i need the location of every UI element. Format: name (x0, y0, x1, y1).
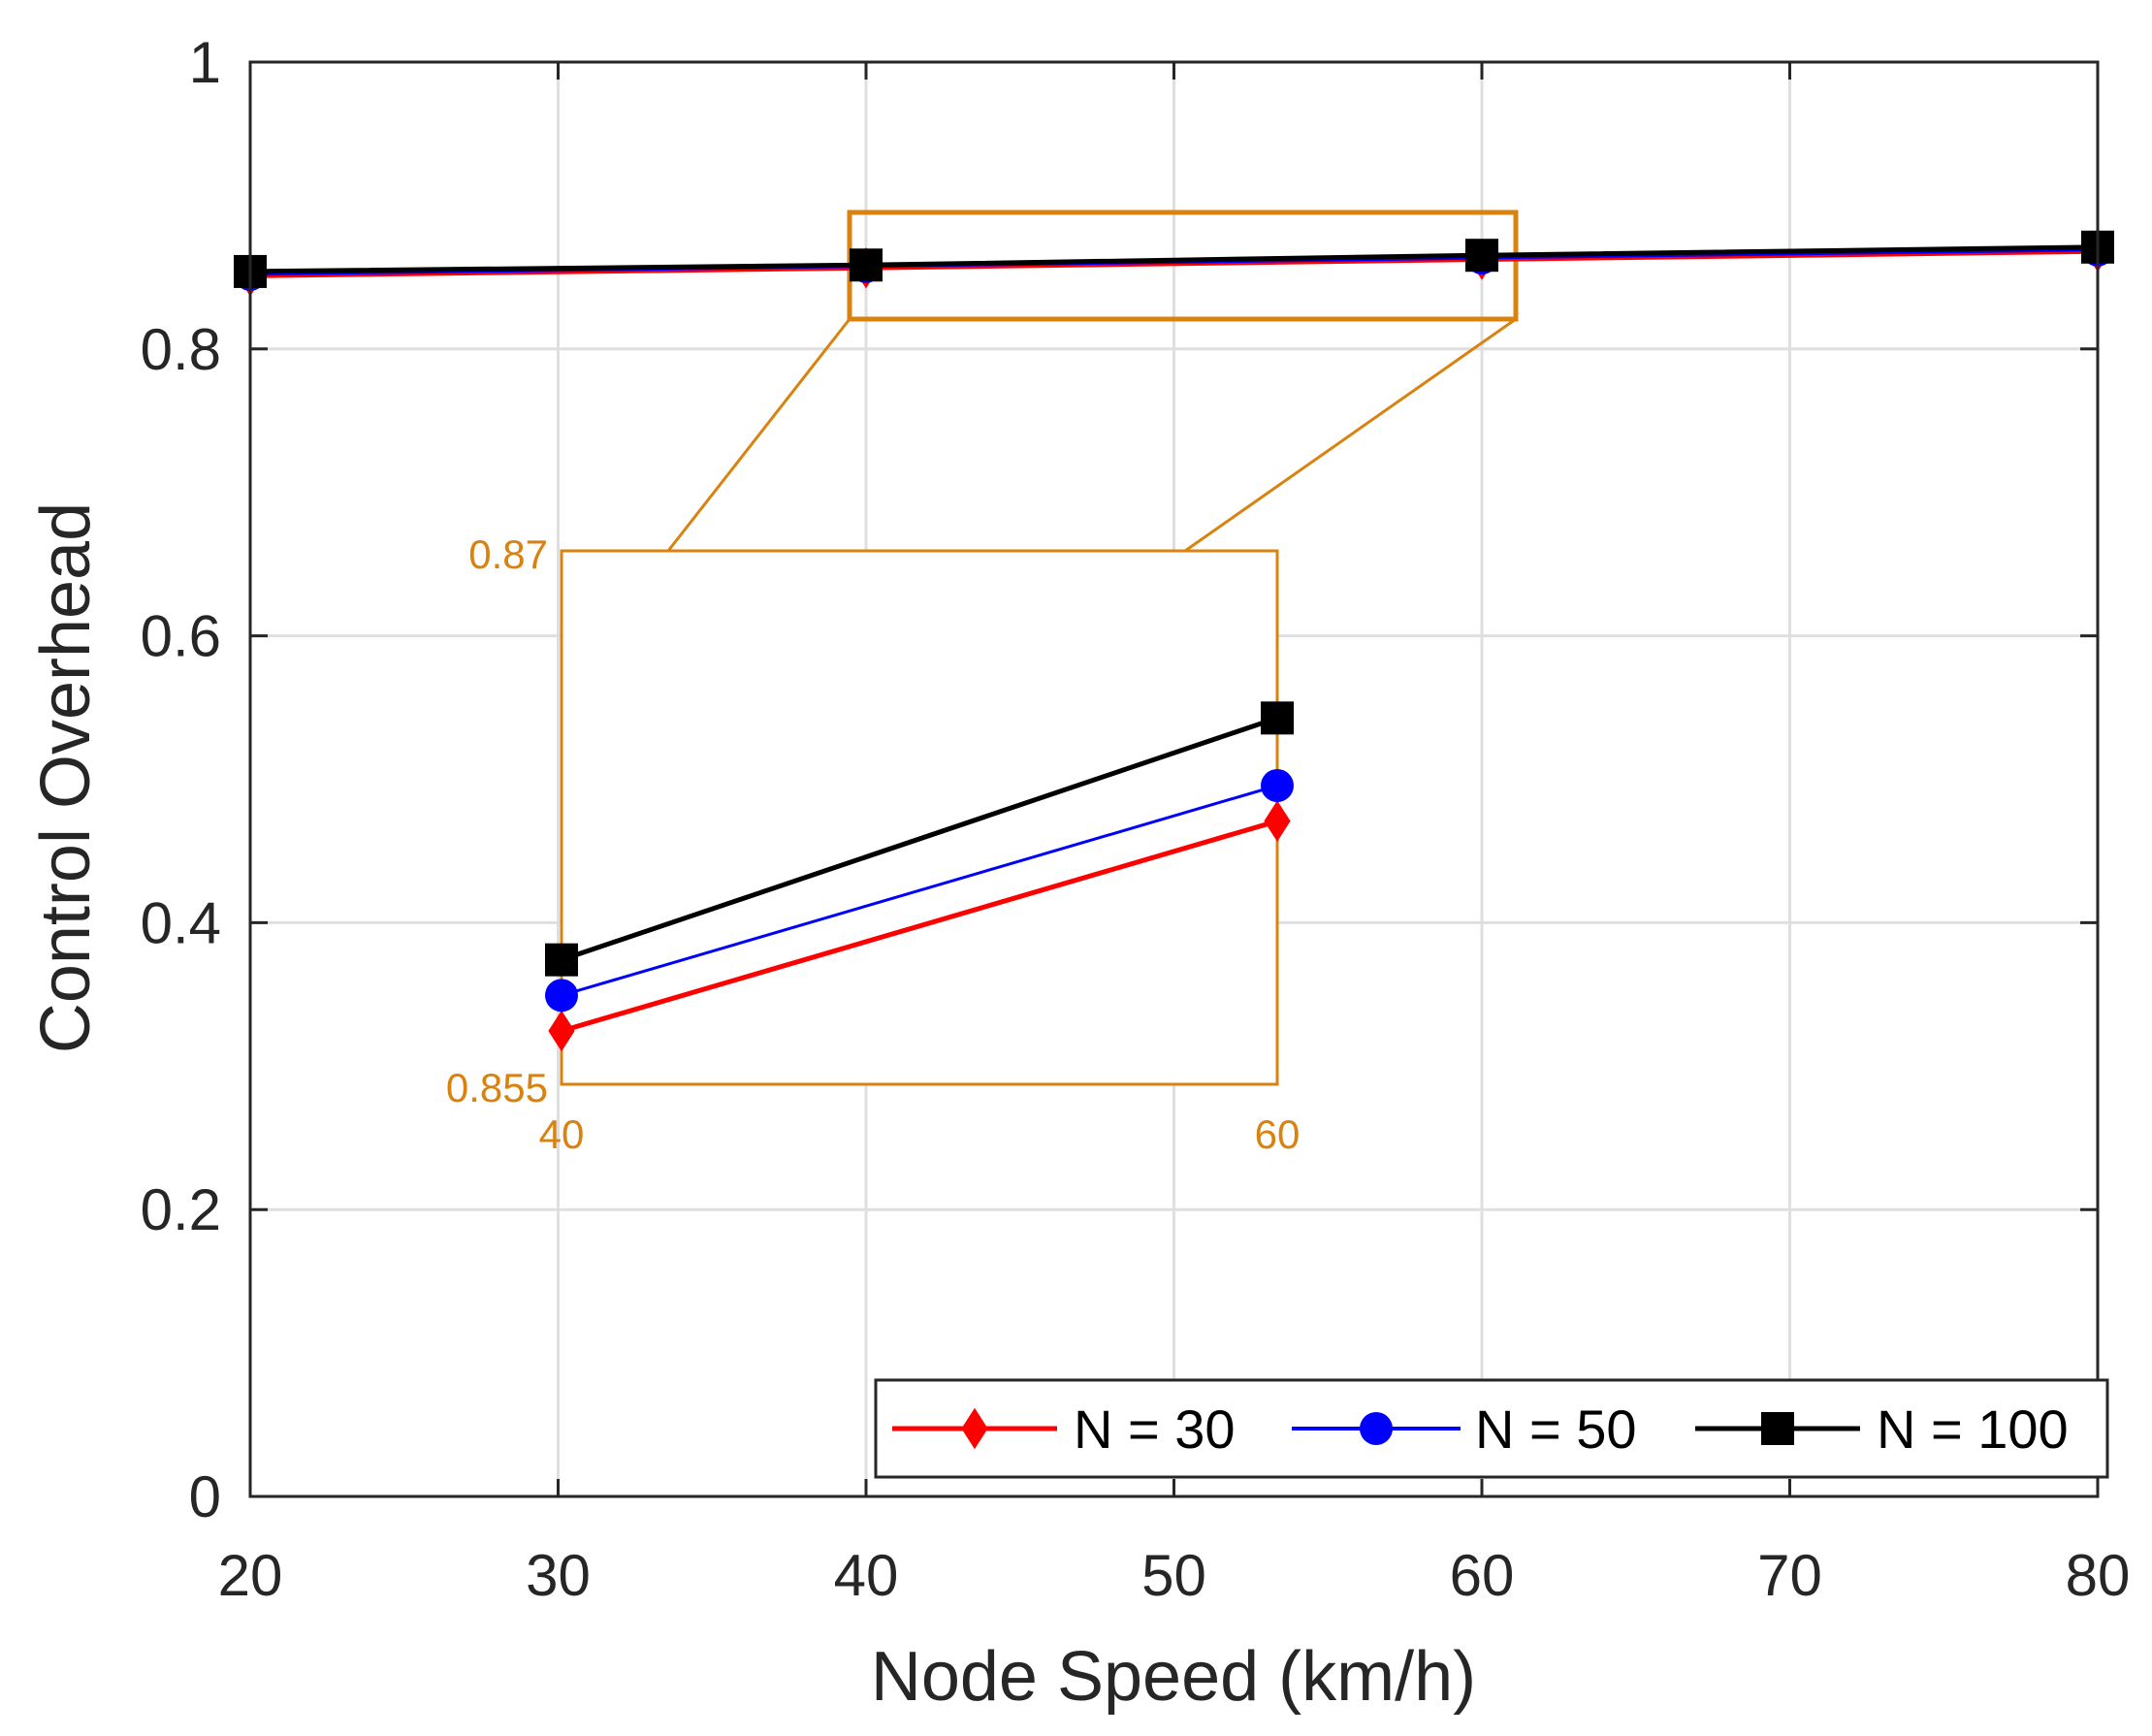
inset-data-point (548, 1010, 575, 1052)
zoom-connector (666, 318, 851, 552)
y-tick-label: 1 (189, 30, 221, 95)
legend-label: N = 100 (1877, 1398, 2069, 1460)
inset-data-point (1261, 701, 1294, 735)
inset-x-tick-label: 60 (1255, 1111, 1301, 1157)
inset-y-tick-label: 0.87 (468, 531, 548, 577)
legend-entry: N = 30 (892, 1398, 1236, 1460)
legend-entry: N = 100 (1695, 1398, 2069, 1460)
inset-data-point (1261, 769, 1294, 802)
legend-label: N = 30 (1074, 1398, 1236, 1460)
x-tick-label: 60 (1450, 1543, 1515, 1608)
zoom-connector (1184, 317, 1517, 553)
legend-entry: N = 50 (1292, 1398, 1637, 1460)
data-point (1465, 239, 1498, 273)
inset-series-path (561, 784, 1278, 997)
x-tick-label: 20 (218, 1543, 283, 1608)
inset-y-tick-label: 0.855 (446, 1065, 548, 1110)
inset-data-point (545, 979, 578, 1013)
x-tick-label: 40 (834, 1543, 899, 1608)
legend-marker (1360, 1412, 1393, 1445)
inset-series-line (548, 800, 1291, 1052)
y-tick-label: 0.6 (141, 604, 221, 669)
y-tick-label: 0.2 (141, 1177, 221, 1242)
x-tick-label: 70 (1757, 1543, 1822, 1608)
inset-series-line (545, 701, 1294, 977)
y-tick-label: 0.8 (141, 317, 221, 382)
x-tick-label: 30 (526, 1543, 591, 1608)
legend-marker (961, 1407, 988, 1450)
x-tick-label: 80 (2066, 1543, 2131, 1608)
x-tick-label: 50 (1141, 1543, 1206, 1608)
legend: N = 30 N = 50 N = 100 (874, 1378, 2109, 1479)
inset-data-point (1264, 800, 1291, 842)
inset-series-line (545, 769, 1294, 1013)
y-tick-label: 0 (189, 1464, 221, 1529)
x-axis-label: Node Speed (km/h) (871, 1638, 1476, 1716)
y-tick-label: 0.4 (141, 890, 221, 955)
inset-series-path (561, 819, 1278, 1034)
y-axis-label: Control Overhead (27, 502, 105, 1053)
axes: 20 30 40 50 60 70 80 0 0.2 0.4 0.6 0.8 1 (141, 30, 2131, 1608)
inset-series-path (561, 715, 1278, 963)
legend-box (874, 1378, 2109, 1479)
inset-data-point (545, 943, 578, 977)
inset-x-tick-label: 40 (539, 1111, 585, 1157)
legend-marker (1761, 1412, 1794, 1445)
series-path (249, 244, 2099, 274)
data-point (850, 248, 883, 282)
legend-label: N = 50 (1475, 1398, 1637, 1460)
